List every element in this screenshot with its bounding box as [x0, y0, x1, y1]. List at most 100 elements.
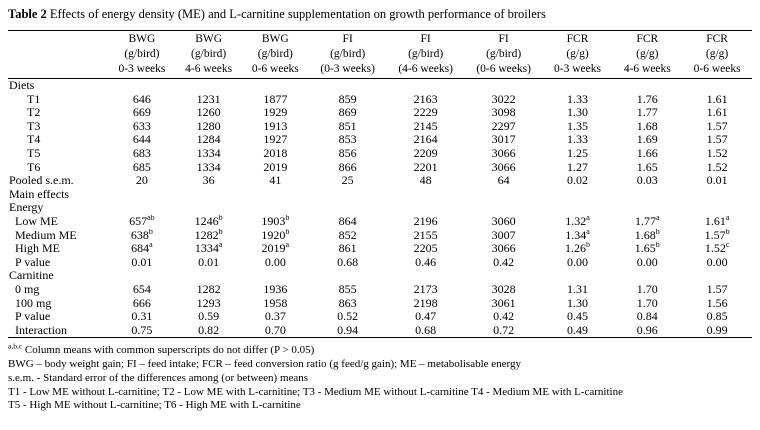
- data-cell: 0.01: [706, 174, 728, 188]
- data-cell: 0.00: [264, 255, 286, 269]
- column-header-line: (g/bird): [191, 48, 227, 60]
- data-cell: 685: [132, 160, 151, 174]
- data-cell: 1877: [263, 92, 288, 106]
- row-label: T2: [27, 106, 41, 120]
- column-header-line: FI: [420, 33, 431, 45]
- data-cell: 1.70: [636, 282, 658, 296]
- superscript: b: [655, 228, 660, 236]
- data-cell: 1929: [263, 106, 288, 120]
- column-header-line: 0-3 weeks: [554, 63, 601, 75]
- column-header-line: FCR: [706, 33, 728, 45]
- footnote-superscript: a,b,c: [8, 341, 23, 351]
- table-row: Low ME 657ab 1246b 1903b 864 2196 3060 1.32a 1.7…: [8, 215, 752, 229]
- data-cell: 855: [338, 282, 357, 296]
- table-row: T6 685 1334 2019 866 2201 3066 1.27 1.65 1.52: [8, 161, 752, 175]
- column-header-line: (g/bird): [408, 48, 444, 60]
- data-cell: 0.82: [198, 323, 220, 337]
- data-cell: 0.00: [567, 255, 589, 269]
- column-header-line: (g/g): [705, 48, 729, 60]
- data-cell: 64: [497, 174, 510, 188]
- footnote: T5 - High ME without L-carnitine; T6 - H…: [8, 399, 301, 412]
- data-cell: 1.27: [567, 160, 589, 174]
- data-cell: 1280: [196, 119, 221, 133]
- table-row: Pooled s.e.m. 20 36 41 25 48 64 0.02 0.03 0.01: [8, 174, 752, 188]
- data-cell: 48: [419, 174, 432, 188]
- data-cell: 3061: [491, 296, 516, 310]
- superscript: c: [725, 242, 730, 250]
- data-cell: 638b: [130, 228, 153, 242]
- data-cell: 1334a: [194, 242, 223, 256]
- header-row: BWG (g/bird) 0-3 weeks BWG (g/bird) 4-6 weeks…: [8, 31, 752, 79]
- table-row: Main effects: [8, 188, 752, 202]
- data-cell: 851: [338, 119, 357, 133]
- table-row: T5 683 1334 2018 856 2209 3066 1.25 1.66 1.52: [8, 147, 752, 161]
- data-cell: 2164: [413, 133, 438, 147]
- data-cell: 646: [132, 92, 151, 106]
- row-label: T3: [27, 119, 41, 133]
- data-cell: 683: [132, 146, 151, 160]
- column-header: FI (g/bird) (4-6 weeks): [387, 31, 465, 79]
- data-cell: 2163: [413, 92, 438, 106]
- superscript: b: [218, 214, 223, 222]
- data-cell: 0.37: [264, 310, 286, 324]
- data-cell: 2209: [413, 146, 438, 160]
- row-label: Low ME: [15, 214, 58, 228]
- data-cell: 853: [338, 133, 357, 147]
- data-cell: 1936: [263, 282, 288, 296]
- data-cell: 1.77a: [635, 214, 660, 228]
- data-cell: 1282b: [194, 228, 223, 242]
- data-cell: 1.65: [636, 160, 658, 174]
- data-cell: 0.94: [337, 323, 359, 337]
- table-row: T3 633 1280 1913 851 2145 2297 1.35 1.68 1.57: [8, 120, 752, 134]
- superscript: a: [285, 242, 290, 250]
- data-cell: 1.61: [706, 92, 728, 106]
- row-label: Main effects: [9, 187, 70, 201]
- data-cell: 36: [202, 174, 215, 188]
- data-cell: 2205: [413, 242, 438, 256]
- superscript: a: [149, 242, 153, 250]
- row-label: T1: [27, 92, 41, 106]
- data-cell: 1927: [263, 133, 288, 147]
- column-header-line: (4-6 weeks): [398, 63, 453, 75]
- data-cell: 2297: [491, 119, 516, 133]
- column-header-line: (g/bird): [330, 48, 366, 60]
- data-cell: 1.70: [636, 296, 658, 310]
- column-header-line: (0-3 weeks): [320, 63, 375, 75]
- row-label: Interaction: [15, 323, 67, 337]
- data-cell: 1334: [196, 160, 221, 174]
- table-row: T2 669 1260 1929 869 2229 3098 1.30 1.77 1.61: [8, 106, 752, 120]
- data-cell: 1246b: [194, 214, 223, 228]
- footnote: a,b,c Column means with common superscri…: [8, 341, 315, 357]
- row-label: T4: [27, 133, 41, 147]
- data-cell: 684a: [131, 242, 153, 256]
- growth-performance-table: BWG (g/bird) 0-3 weeks BWG (g/bird) 4-6 weeks…: [8, 30, 752, 338]
- data-cell: 2229: [413, 106, 438, 120]
- table-number-label: Table 2: [8, 7, 47, 21]
- data-cell: 859: [338, 92, 357, 106]
- row-label: Medium ME: [15, 228, 77, 242]
- data-cell: 0.42: [493, 310, 515, 324]
- data-cell: 1913: [263, 119, 288, 133]
- superscript: a: [725, 214, 730, 222]
- superscript: b: [218, 228, 223, 236]
- column-header-line: (g/bird): [257, 48, 293, 60]
- footnote: s.e.m. - Standard error of the differenc…: [8, 371, 309, 384]
- table-body: Diets T1 646 1231 1877 859 2163 3022 1.33 1.76 1.6…: [8, 79, 752, 338]
- row-label: Carnitine: [9, 269, 54, 283]
- data-cell: 1.33: [567, 133, 589, 147]
- superscript: a: [656, 214, 660, 222]
- row-label: 100 mg: [15, 296, 52, 310]
- row-label: Pooled s.e.m.: [9, 174, 74, 188]
- footnotes: a,b,c Column means with common superscri…: [8, 341, 752, 413]
- column-header: FI (g/bird) (0-3 weeks): [309, 31, 387, 79]
- data-cell: 657ab: [129, 214, 155, 228]
- table-title: Table 2 Effects of energy density (ME) a…: [8, 7, 752, 21]
- table-row: Carnitine: [8, 269, 752, 283]
- table-row: Medium ME 638b 1282b 1920b 852 2155 3007 1.34a 1…: [8, 229, 752, 243]
- row-label: Energy: [9, 201, 44, 215]
- data-cell: 1.52: [706, 146, 728, 160]
- data-cell: 1260: [196, 106, 221, 120]
- column-header-line: 0-6 weeks: [693, 63, 741, 75]
- data-cell: 2155: [413, 228, 438, 242]
- column-header-line: 4-6 weeks: [623, 63, 671, 75]
